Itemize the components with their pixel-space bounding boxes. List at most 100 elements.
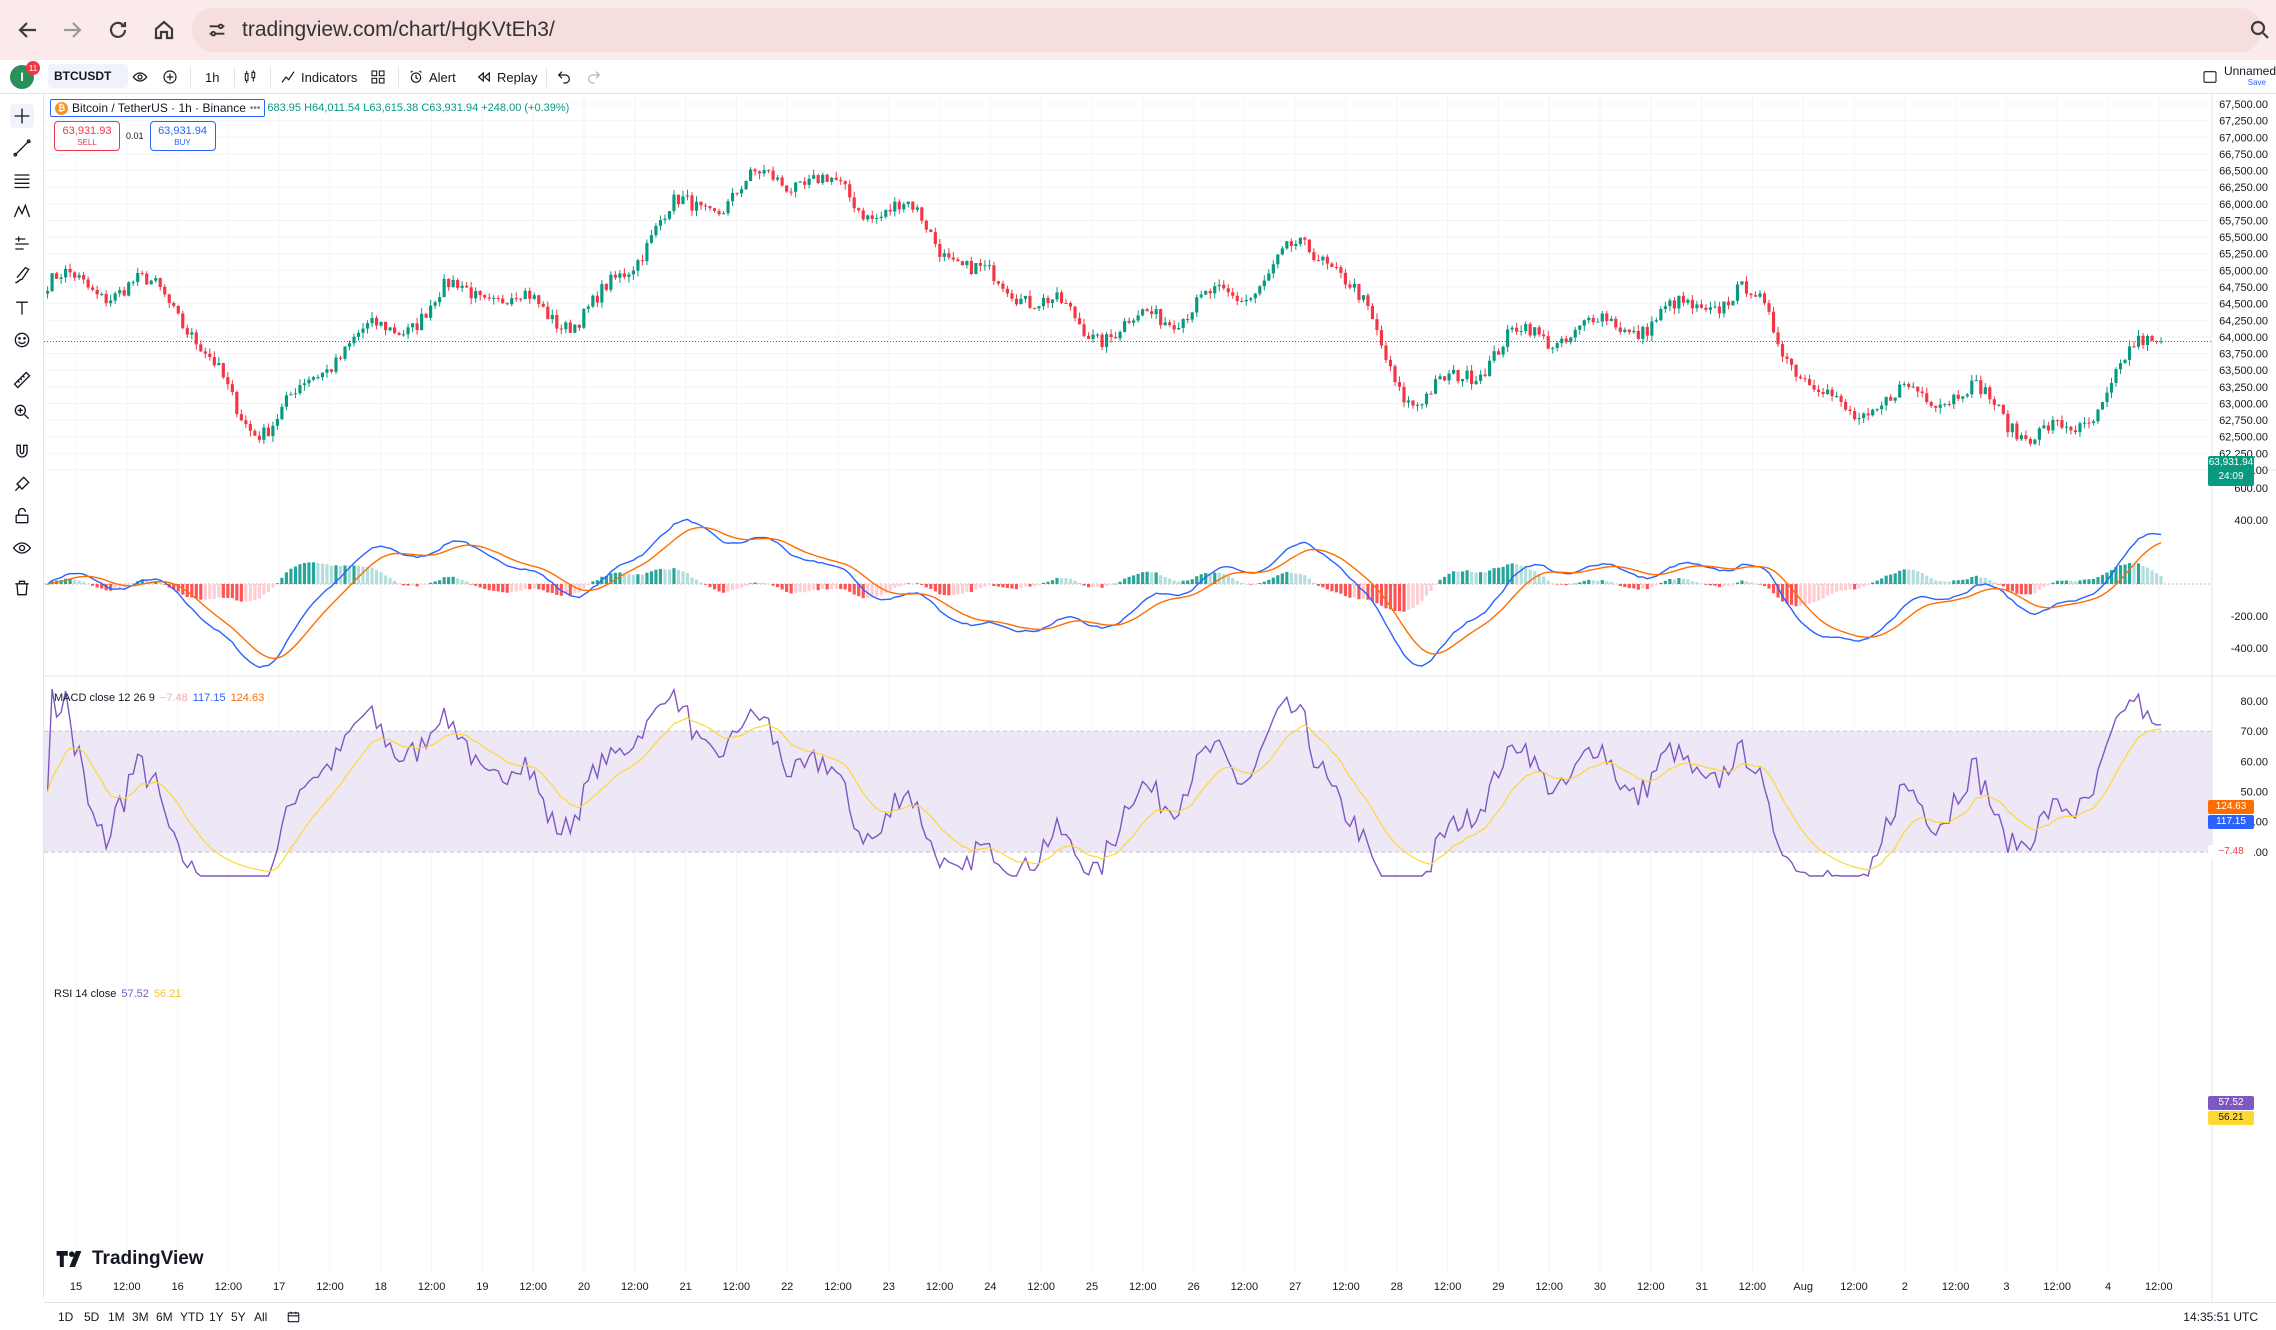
prediction-tools-icon[interactable] xyxy=(10,232,34,256)
macd-hist-bar xyxy=(271,584,275,588)
macd-hist-bar xyxy=(1798,584,1803,607)
sell-button[interactable]: 63,931.93 SELL xyxy=(54,121,120,151)
calendar-icon[interactable] xyxy=(286,1310,301,1327)
macd-hist-bar xyxy=(807,584,811,592)
fib-retracement-icon[interactable] xyxy=(10,168,34,192)
eye-icon[interactable] xyxy=(132,67,148,87)
rsi-legend[interactable]: RSI 14 close 57.52 56.21 xyxy=(54,988,181,1000)
candle-body xyxy=(1402,386,1406,403)
range-1m[interactable]: 1M xyxy=(108,1310,125,1324)
macd-hist-bar xyxy=(712,584,717,590)
indicators-button[interactable]: Indicators xyxy=(280,67,357,87)
macd-legend[interactable]: MACD close 12 26 9 −7.48 117.15 124.63 xyxy=(54,692,264,704)
macd-hist-bar xyxy=(767,583,771,585)
macd-hist-bar xyxy=(433,581,437,584)
candle-body xyxy=(221,363,225,378)
templates-icon[interactable] xyxy=(370,67,386,87)
chart-canvas[interactable]: 67,500.00 67,250.00 67,000.00 66,750.00 66,5… xyxy=(44,94,2276,1302)
price-tick-label: 64,750.00 xyxy=(2219,282,2268,294)
compare-add-icon[interactable] xyxy=(162,67,178,87)
magnet-icon[interactable] xyxy=(10,440,34,464)
range-all[interactable]: All xyxy=(254,1310,268,1324)
candle-body xyxy=(1758,293,1762,297)
symbol-legend[interactable]: ₿ Bitcoin / TetherUS · 1h · Binance ••• xyxy=(50,99,266,117)
candle-body xyxy=(2051,419,2055,431)
emoji-icon[interactable] xyxy=(10,328,34,352)
price-tick-label: 62,500.00 xyxy=(2219,432,2268,444)
macd-hist-bar xyxy=(1055,577,1059,584)
text-icon[interactable] xyxy=(10,296,34,320)
macd-hist-bar xyxy=(343,565,347,584)
macd-hist-bar xyxy=(1321,584,1325,588)
macd-hist-bar xyxy=(1114,583,1118,585)
zoom-icon[interactable] xyxy=(2240,10,2276,50)
crosshair-icon[interactable] xyxy=(10,104,34,128)
candle-body xyxy=(478,291,482,296)
macd-hist-bar xyxy=(1929,578,1933,584)
lock-icon[interactable] xyxy=(10,504,34,528)
buy-button[interactable]: 63,931.94 BUY xyxy=(149,121,216,151)
rsi-value: 57.52 xyxy=(121,988,149,1000)
candle-body xyxy=(1433,379,1438,394)
macd-hist-bar xyxy=(726,584,730,592)
save-link[interactable]: Save xyxy=(2247,78,2266,87)
macd-hist-bar xyxy=(1956,580,1960,584)
macd-hist-bar xyxy=(253,584,257,601)
pattern-icon[interactable] xyxy=(10,200,34,224)
redo-icon[interactable] xyxy=(586,67,602,87)
candle-body xyxy=(460,285,464,288)
back-icon[interactable] xyxy=(8,10,48,50)
time-tick-label: 12:00 xyxy=(113,1281,141,1293)
candle-body xyxy=(1095,334,1100,336)
candle-body xyxy=(1082,324,1086,336)
candle-body xyxy=(203,351,207,354)
candle-body xyxy=(2015,423,2019,440)
visibility-icon[interactable] xyxy=(10,536,34,560)
layout-name[interactable]: Unnamed xyxy=(2223,64,2276,78)
reload-icon[interactable] xyxy=(98,10,138,50)
clock[interactable]: 14:35:51 UTC xyxy=(2183,1310,2258,1324)
macd-hist-bar xyxy=(978,584,982,589)
alert-button[interactable]: Alert xyxy=(408,67,456,87)
macd-hist-bar xyxy=(1677,578,1681,584)
range-ytd[interactable]: YTD xyxy=(180,1310,204,1324)
home-icon[interactable] xyxy=(144,10,184,50)
trash-icon[interactable] xyxy=(10,576,34,600)
candle-body xyxy=(708,206,712,209)
candle-body xyxy=(1573,329,1577,338)
macd-hist-bar xyxy=(474,584,478,586)
ruler-icon[interactable] xyxy=(10,368,34,392)
macd-hist-bar xyxy=(618,572,622,584)
candle-body xyxy=(767,170,771,172)
undo-icon[interactable] xyxy=(556,67,572,87)
macd-hist-bar xyxy=(532,584,536,589)
tradingview-logo[interactable]: TradingView xyxy=(56,1248,204,1270)
brush-icon[interactable] xyxy=(10,264,34,288)
candle-body xyxy=(100,294,104,296)
range-1y[interactable]: 1Y xyxy=(209,1310,224,1324)
lock-drawing-icon[interactable] xyxy=(10,472,34,496)
interval-button[interactable]: 1h xyxy=(205,69,220,85)
range-1d[interactable]: 1D xyxy=(58,1310,74,1324)
range-6m[interactable]: 6M xyxy=(156,1310,173,1324)
site-settings-icon[interactable] xyxy=(206,19,228,41)
layout-checkbox[interactable] xyxy=(2202,67,2218,87)
chart-type-candles-icon[interactable] xyxy=(242,67,258,87)
forward-icon[interactable] xyxy=(52,10,92,50)
candle-body xyxy=(1123,321,1127,332)
address-bar[interactable]: tradingview.com/chart/HgKVtEh3/ xyxy=(192,8,2262,52)
macd-hist-bar xyxy=(226,584,230,598)
range-5y[interactable]: 5Y xyxy=(231,1310,246,1324)
symbol-search-button[interactable]: BTCUSDT xyxy=(48,64,128,88)
macd-hist-bar xyxy=(929,584,933,589)
zoom-in-icon[interactable] xyxy=(10,400,34,424)
candle-body xyxy=(2118,363,2123,370)
range-3m[interactable]: 3M xyxy=(132,1310,149,1324)
candle-body xyxy=(1330,263,1334,267)
trend-line-icon[interactable] xyxy=(10,136,34,160)
range-5d[interactable]: 5D xyxy=(84,1310,100,1324)
macd-hist-bar xyxy=(564,584,568,595)
dots-icon[interactable]: ••• xyxy=(249,102,261,114)
candle-body xyxy=(104,294,108,304)
replay-button[interactable]: Replay xyxy=(476,67,537,87)
